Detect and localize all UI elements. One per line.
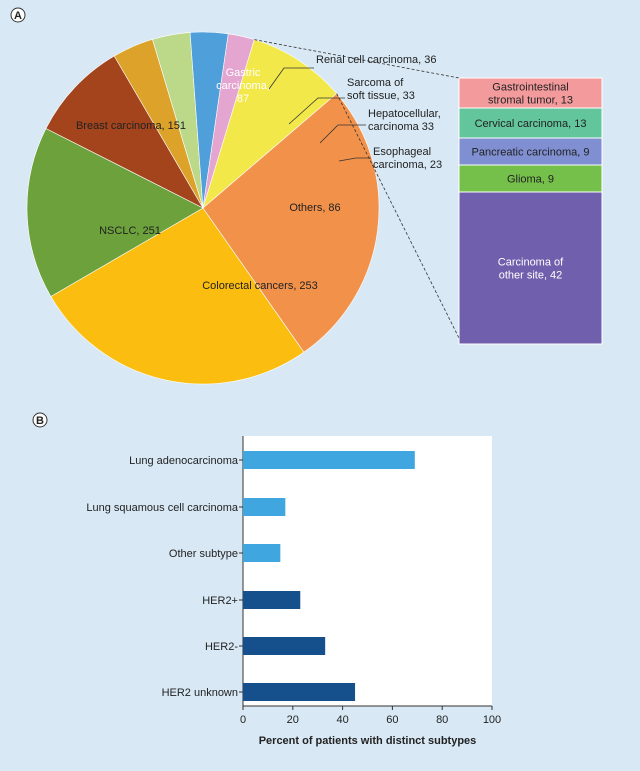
bar-chart: Lung adenocarcinoma Lung squamous cell ca… [86,436,501,747]
slice-label-nsclc-251-line: NSCLC, 251 [99,225,161,237]
leader-line-hepatocellular [319,124,366,144]
slice-label-hepatocellular-line: Hepatocellular, [368,108,441,120]
leader-line-renal-cell-carcinoma-36 [268,67,314,90]
bar-plot-area [243,436,492,706]
breakdown-label-cervical-carcinoma-13: Cervical carcinoma, 13 [475,118,587,130]
bar-her2 [243,591,301,609]
leader-line-sarcoma-of [288,97,345,125]
connector-bottom [336,93,460,339]
x-tick-label: 20 [287,714,299,726]
x-tick-label: 0 [240,714,246,726]
bar-other-subtype [243,544,281,562]
slice-label-others-86-line: Others, 86 [289,202,340,214]
slice-label-sarcoma-of: Sarcoma of soft tissue, 33 [347,77,415,102]
slice-label-hepatocellular: Hepatocellular, carcinoma 33 [368,108,441,133]
x-tick-label: 60 [386,714,398,726]
slice-label-others-86: Others, 86 [289,202,340,214]
pie-slice-breast-carcinoma-151 [26,128,204,297]
y-tick-label-her2: HER2+ [202,595,238,607]
pie-slice-nsclc-251 [50,207,305,385]
y-tick-label-lung-squamous-cell-carcinoma: Lung squamous cell carcinoma [86,502,239,514]
breakdown-label-pancreatic-carcinoma-9-line: Pancreatic carcinoma, 9 [472,147,590,159]
breakdown-label-gastrointestinal: Gastrointestinal stromal tumor, 13 [488,82,573,107]
slice-label-esophageal-line: Esophageal [373,146,431,158]
x-axis-title: Percent of patients with distinct subtyp… [259,735,477,747]
slice-label-renal-cell-carcinoma-36-line: Renal cell carcinoma, 36 [316,54,436,66]
breakdown-segment-pancreatic-carcinoma-9 [458,137,603,166]
breakdown-label-pancreatic-carcinoma-9: Pancreatic carcinoma, 9 [472,147,590,159]
breakdown-label-carcinoma-of-line: Carcinoma of [498,257,564,269]
slice-label-esophageal-line: carcinoma, 23 [373,159,442,171]
panel-a: A NSCLC, 251 Breast carcinoma, 151 Gastric… [10,7,603,385]
slice-label-gastric-line: carcinoma, [216,80,270,92]
pie-chart [26,31,380,385]
slice-label-sarcoma-of-line: soft tissue, 33 [347,90,415,102]
slice-label-colorectal-cancers-253: Colorectal cancers, 253 [202,280,318,292]
breakdown-label-gastrointestinal-line: Gastrointestinal [492,82,568,94]
bar-lung-squamous-cell-carcinoma [243,498,286,516]
x-tick-label: 40 [336,714,348,726]
slice-label-gastric-line: 87 [237,93,249,105]
leader-line-esophageal [338,157,371,162]
y-tick-label-other-subtype: Other subtype [169,548,238,560]
slice-label-renal-cell-carcinoma-36: Renal cell carcinoma, 36 [316,54,436,66]
slice-label-breast-carcinoma-151: Breast carcinoma, 151 [76,120,186,132]
others-breakdown-bar: Gastrointestinal stromal tumor, 13 Cervica… [254,39,603,345]
slice-label-gastric-line: Gastric [226,67,261,79]
breakdown-label-carcinoma-of-line: other site, 42 [499,270,563,282]
panel-a-marker [10,7,26,23]
slice-label-gastric: Gastric carcinoma, 87 [216,67,270,105]
breakdown-label-glioma-9-line: Glioma, 9 [507,174,554,186]
panel-b-marker [32,412,48,428]
bar-her2-unknown [243,683,356,701]
breakdown-label-carcinoma-of: Carcinoma of other site, 42 [498,257,564,282]
bar-her2 [243,637,326,655]
panel-b-letter: B [36,415,44,427]
y-tick-label-lung-adenocarcinoma: Lung adenocarcinoma [129,455,239,467]
pie-slice-others-86 [202,39,338,209]
slice-label-nsclc-251: NSCLC, 251 [99,225,161,237]
slice-label-esophageal: Esophageal carcinoma, 23 [373,146,442,171]
x-tick-label: 80 [436,714,448,726]
y-tick-label-her2-unknown: HER2 unknown [162,687,238,699]
pie-slice-colorectal-cancers-253 [202,93,380,353]
breakdown-segment-carcinoma-of [458,191,603,345]
breakdown-segment-cervical-carcinoma-13 [458,107,603,139]
slice-label-colorectal-cancers-253-line: Colorectal cancers, 253 [202,280,318,292]
breakdown-label-glioma-9: Glioma, 9 [507,174,554,186]
panel-a-letter: A [14,10,22,22]
slice-label-hepatocellular-line: carcinoma 33 [368,121,434,133]
y-tick-label-her2: HER2- [205,641,238,653]
pie-slice-gastric [45,55,204,209]
bar-lung-adenocarcinoma [243,451,415,469]
panel-b: B Lung adenocarcinoma Lung squamous cell … [32,412,501,747]
slice-label-sarcoma-of-line: Sarcoma of [347,77,404,89]
breakdown-label-gastrointestinal-line: stromal tumor, 13 [488,95,573,107]
slice-label-breast-carcinoma-151-line: Breast carcinoma, 151 [76,120,186,132]
x-tick-label: 100 [483,714,501,726]
breakdown-segment-gastrointestinal [458,77,603,109]
breakdown-label-cervical-carcinoma-13-line: Cervical carcinoma, 13 [475,118,587,130]
